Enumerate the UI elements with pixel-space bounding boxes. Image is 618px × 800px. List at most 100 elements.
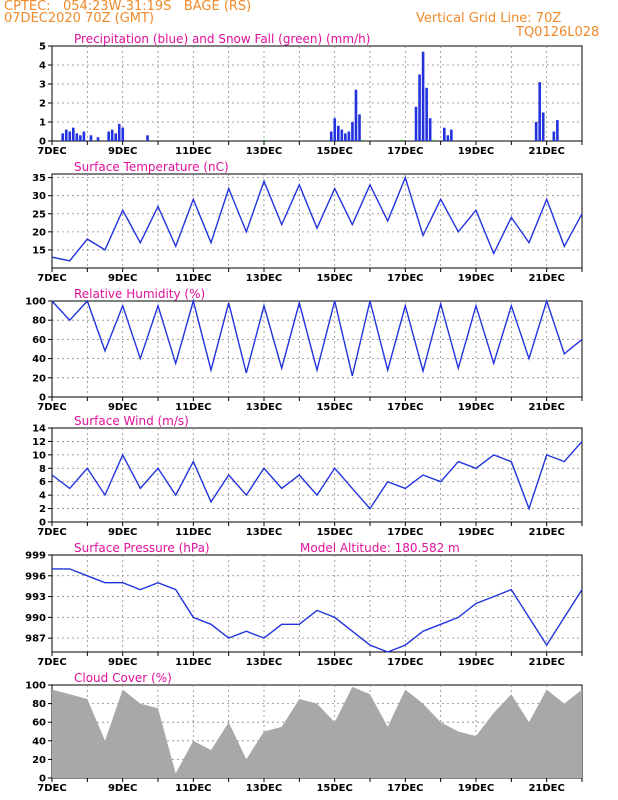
humidity-xtick-label: 13DEC — [246, 402, 282, 413]
wind-xtick-label: 13DEC — [246, 527, 282, 538]
humidity-title: Relative Humidity (%) — [74, 287, 205, 301]
pressure-xtick-label: 11DEC — [175, 657, 211, 668]
precip-bar — [541, 112, 545, 141]
cloud-xtick-label: 13DEC — [246, 783, 282, 794]
precip-bar — [61, 133, 64, 141]
pressure-xtick-label: 17DEC — [387, 657, 423, 668]
temp-ytick-label: 30 — [32, 191, 46, 202]
precip-bar — [75, 133, 79, 141]
precip-xtick-label: 17DEC — [387, 146, 423, 157]
precip-bar — [428, 118, 432, 141]
humidity-ytick-label: 100 — [25, 297, 46, 308]
wind-ytick-label: 10 — [32, 450, 46, 461]
precip-bar — [107, 131, 110, 141]
wind-panel: 0 2 4 6 8 10 12 14 7DEC 9DEC 11DEC 13DEC 15DEC 17DEC 1… — [32, 414, 583, 538]
precip-bar — [340, 129, 344, 141]
precip-bar — [114, 133, 117, 141]
cloud-xtick-label: 19DEC — [458, 783, 494, 794]
precip-bar — [333, 118, 337, 141]
humidity-xtick-label: 15DEC — [316, 402, 352, 413]
pressure-ytick-label: 987 — [25, 634, 46, 645]
humidity-xtick-label: 19DEC — [458, 402, 494, 413]
temp-xtick-label: 17DEC — [387, 273, 423, 284]
temp-ytick-label: 20 — [32, 227, 46, 238]
header-coords: 054:23W-31:19S — [62, 0, 172, 14]
precip-ytick-label: 3 — [39, 80, 46, 91]
precip-bar — [146, 135, 149, 141]
cloud-area — [52, 686, 582, 778]
precip-bar — [68, 131, 72, 141]
wind-frame — [51, 427, 583, 523]
precip-bar — [351, 122, 354, 141]
cloud-ytick-label: 60 — [32, 718, 46, 729]
pressure-frame — [51, 554, 583, 653]
humidity-ytick-label: 60 — [32, 335, 46, 346]
pressure-ytick-label: 996 — [25, 571, 46, 582]
pressure-xtick-label: 19DEC — [458, 657, 494, 668]
pressure-xtick-label: 9DEC — [108, 657, 137, 668]
precip-xtick-label: 13DEC — [246, 146, 282, 157]
cloud-xtick-label: 21DEC — [528, 783, 564, 794]
temp-panel: 15 20 25 30 35 7DEC 9DEC 11DEC 13DEC 15DEC 17DEC 19… — [32, 160, 583, 284]
humidity-xtick-label: 9DEC — [108, 402, 137, 413]
cloud-xtick-label: 7DEC — [37, 783, 66, 794]
pressure-series-line — [52, 568, 583, 653]
precip-bar — [110, 129, 114, 141]
humidity-xtick-label: 7DEC — [37, 402, 66, 413]
cloud-ytick-label: 80 — [32, 699, 46, 710]
humidity-xtick-label: 21DEC — [528, 402, 564, 413]
header-model-code: TQ0126L028 — [516, 25, 600, 40]
humidity-xtick-label: 17DEC — [387, 402, 423, 413]
precip-ytick-label: 4 — [39, 61, 46, 72]
humidity-frame — [51, 300, 583, 398]
precip-bar — [446, 135, 450, 141]
pressure-xtick-label: 7DEC — [37, 657, 66, 668]
humidity-ytick-label: 80 — [32, 316, 46, 327]
cloud-xtick-label: 17DEC — [387, 783, 423, 794]
wind-xtick-label: 7DEC — [37, 527, 66, 538]
wind-ytick-label: 2 — [39, 504, 46, 515]
pressure-ytick-label: 993 — [25, 592, 46, 603]
cloud-xtick-label: 15DEC — [316, 783, 352, 794]
wind-title: Surface Wind (m/s) — [74, 414, 189, 428]
humidity-ytick-label: 20 — [32, 373, 46, 384]
wind-ytick-label: 8 — [39, 464, 46, 475]
temp-series-line — [51, 175, 583, 262]
pressure-ytick-label: 990 — [25, 613, 46, 624]
precip-ytick-label: 2 — [39, 99, 46, 110]
precip-bar — [432, 140, 435, 142]
precip-bar — [418, 74, 421, 141]
temp-xtick-label: 19DEC — [458, 273, 494, 284]
precip-frame — [51, 45, 583, 142]
cloud-xtick-label: 9DEC — [108, 783, 137, 794]
precip-bar — [117, 123, 121, 141]
precip-ytick-label: 5 — [39, 42, 46, 53]
precip-bar — [443, 127, 446, 141]
wind-xtick-label: 21DEC — [528, 527, 564, 538]
precip-bar — [361, 140, 365, 142]
humidity-series-line — [51, 298, 583, 377]
humidity-ytick-label: 40 — [32, 354, 46, 365]
wind-xtick-label: 17DEC — [387, 527, 423, 538]
precip-xtick-label: 21DEC — [528, 146, 564, 157]
precip-ytick-label: 1 — [39, 118, 46, 129]
pressure-panel: 987 990 993 996 999 7DEC 9DEC 11DEC 13DEC 15DEC 17… — [25, 541, 583, 668]
cloud-ytick-label: 100 — [25, 681, 46, 692]
temp-ytick-label: 35 — [32, 173, 46, 184]
wind-series-line — [51, 440, 583, 511]
pressure-title: Surface Pressure (hPa) — [74, 541, 210, 555]
wind-xtick-label: 15DEC — [316, 527, 352, 538]
pressure-xtick-label: 13DEC — [246, 657, 282, 668]
precip-xtick-label: 11DEC — [175, 146, 211, 157]
pressure-xtick-label: 21DEC — [528, 657, 564, 668]
header-source: CPTEC: 054:23W-31:19S BAGE (RS) — [4, 0, 251, 14]
precip-bar — [421, 51, 425, 142]
cloud-ytick-label: 20 — [32, 755, 46, 766]
header-run-date: 07DEC2020 70Z (GMT) — [4, 11, 155, 26]
pressure-ytick-label: 999 — [25, 551, 46, 562]
precip-panel: 0 1 2 3 4 5 7DEC 9DEC 11DEC 13DEC 15DEC 17DEC 19DEC 2… — [37, 32, 583, 157]
temp-xtick-label: 21DEC — [528, 273, 564, 284]
pressure-subtitle: Model Altitude: 180.582 m — [300, 541, 460, 555]
precip-bar — [64, 129, 68, 141]
precip-bar — [96, 137, 100, 141]
